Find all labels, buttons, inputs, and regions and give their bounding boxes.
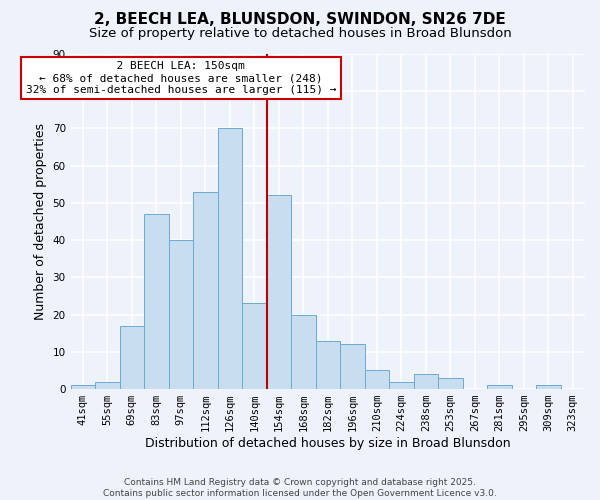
Bar (413, 374, 438, 389)
Bar (291, 314, 316, 389)
Bar (193, 192, 218, 389)
Bar (218, 128, 242, 389)
Bar (169, 240, 193, 389)
Bar (365, 370, 389, 389)
Bar (438, 378, 463, 389)
Bar (71, 386, 95, 389)
X-axis label: Distribution of detached houses by size in Broad Blunsdon: Distribution of detached houses by size … (145, 437, 511, 450)
Bar (144, 214, 169, 389)
Text: Contains HM Land Registry data © Crown copyright and database right 2025.
Contai: Contains HM Land Registry data © Crown c… (103, 478, 497, 498)
Bar (266, 196, 291, 389)
Text: 2 BEECH LEA: 150sqm  
← 68% of detached houses are smaller (248)
32% of semi-det: 2 BEECH LEA: 150sqm ← 68% of detached ho… (26, 62, 336, 94)
Bar (487, 386, 512, 389)
Y-axis label: Number of detached properties: Number of detached properties (34, 123, 47, 320)
Text: 2, BEECH LEA, BLUNSDON, SWINDON, SN26 7DE: 2, BEECH LEA, BLUNSDON, SWINDON, SN26 7D… (94, 12, 506, 28)
Bar (340, 344, 365, 389)
Text: Size of property relative to detached houses in Broad Blunsdon: Size of property relative to detached ho… (89, 28, 511, 40)
Bar (95, 382, 119, 389)
Bar (316, 340, 340, 389)
Bar (119, 326, 144, 389)
Bar (242, 304, 266, 389)
Bar (536, 386, 560, 389)
Bar (389, 382, 413, 389)
